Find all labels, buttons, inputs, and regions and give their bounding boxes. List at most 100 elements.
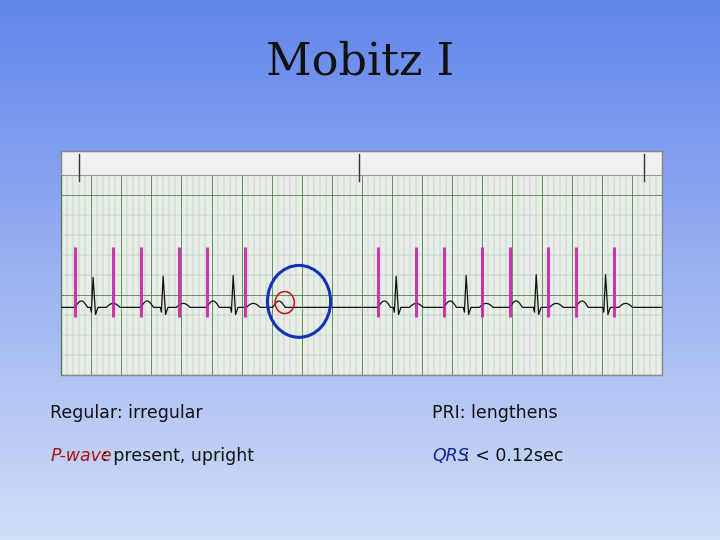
- Bar: [0, 343, 720, 346]
- Bar: [0, 351, 720, 354]
- Bar: [0, 464, 720, 467]
- Text: P-wave: P-wave: [50, 447, 112, 465]
- Bar: [61, 151, 662, 375]
- Bar: [0, 173, 720, 176]
- Bar: [0, 375, 720, 378]
- Bar: [0, 481, 720, 483]
- Bar: [0, 300, 720, 302]
- Bar: [0, 526, 720, 529]
- Bar: [0, 278, 720, 281]
- Bar: [0, 459, 720, 462]
- Bar: [0, 405, 720, 408]
- Bar: [0, 508, 720, 510]
- Bar: [0, 443, 720, 445]
- Bar: [0, 251, 720, 254]
- Bar: [0, 178, 720, 181]
- Bar: [0, 254, 720, 256]
- Bar: [0, 19, 720, 22]
- Bar: [0, 467, 720, 470]
- Bar: [0, 429, 720, 432]
- Bar: [0, 478, 720, 481]
- Bar: [0, 186, 720, 189]
- Bar: [0, 373, 720, 375]
- Bar: [0, 327, 720, 329]
- Bar: [0, 310, 720, 313]
- Bar: [0, 335, 720, 338]
- Bar: [0, 424, 720, 427]
- Bar: [0, 362, 720, 364]
- Bar: [0, 446, 720, 448]
- Bar: [0, 86, 720, 89]
- Bar: [0, 5, 720, 8]
- Bar: [0, 500, 720, 502]
- Bar: [0, 497, 720, 500]
- Bar: [0, 324, 720, 327]
- Bar: [0, 386, 720, 389]
- Bar: [0, 30, 720, 32]
- Bar: [0, 176, 720, 178]
- Bar: [0, 454, 720, 456]
- Bar: [0, 148, 720, 151]
- Bar: [0, 54, 720, 57]
- Bar: [0, 370, 720, 373]
- Text: PRI: lengthens: PRI: lengthens: [432, 404, 557, 422]
- Bar: [0, 92, 720, 94]
- Bar: [0, 427, 720, 429]
- Bar: [0, 84, 720, 86]
- Bar: [0, 378, 720, 381]
- Bar: [0, 308, 720, 310]
- Bar: [0, 281, 720, 284]
- Bar: [0, 16, 720, 19]
- Bar: [0, 73, 720, 76]
- Bar: [0, 462, 720, 464]
- Bar: [0, 138, 720, 140]
- Bar: [0, 340, 720, 343]
- Bar: [0, 78, 720, 81]
- Bar: [0, 167, 720, 170]
- Bar: [0, 205, 720, 208]
- Bar: [0, 181, 720, 184]
- Bar: [0, 389, 720, 392]
- Bar: [0, 103, 720, 105]
- Bar: [0, 518, 720, 521]
- Bar: [0, 8, 720, 11]
- Bar: [0, 529, 720, 532]
- Bar: [0, 516, 720, 518]
- Bar: [0, 105, 720, 108]
- Bar: [0, 435, 720, 437]
- Bar: [0, 440, 720, 443]
- Bar: [0, 275, 720, 278]
- Bar: [0, 49, 720, 51]
- Bar: [0, 35, 720, 38]
- Bar: [0, 76, 720, 78]
- Bar: [0, 32, 720, 35]
- Bar: [0, 367, 720, 370]
- Bar: [0, 238, 720, 240]
- Bar: [0, 383, 720, 386]
- Bar: [0, 197, 720, 200]
- Bar: [0, 392, 720, 394]
- Bar: [0, 532, 720, 535]
- Bar: [0, 46, 720, 49]
- Bar: [0, 451, 720, 454]
- Bar: [0, 43, 720, 46]
- Bar: [0, 113, 720, 116]
- Bar: [0, 216, 720, 219]
- Bar: [0, 313, 720, 316]
- Bar: [0, 3, 720, 5]
- Bar: [0, 232, 720, 235]
- Bar: [0, 119, 720, 122]
- Bar: [0, 200, 720, 202]
- Bar: [0, 122, 720, 124]
- Bar: [0, 208, 720, 211]
- Bar: [0, 346, 720, 348]
- Text: QRS: QRS: [432, 447, 469, 465]
- Bar: [0, 413, 720, 416]
- Bar: [0, 359, 720, 362]
- Bar: [0, 489, 720, 491]
- Bar: [0, 402, 720, 405]
- Bar: [0, 256, 720, 259]
- Bar: [0, 472, 720, 475]
- Bar: [0, 259, 720, 262]
- Bar: [0, 305, 720, 308]
